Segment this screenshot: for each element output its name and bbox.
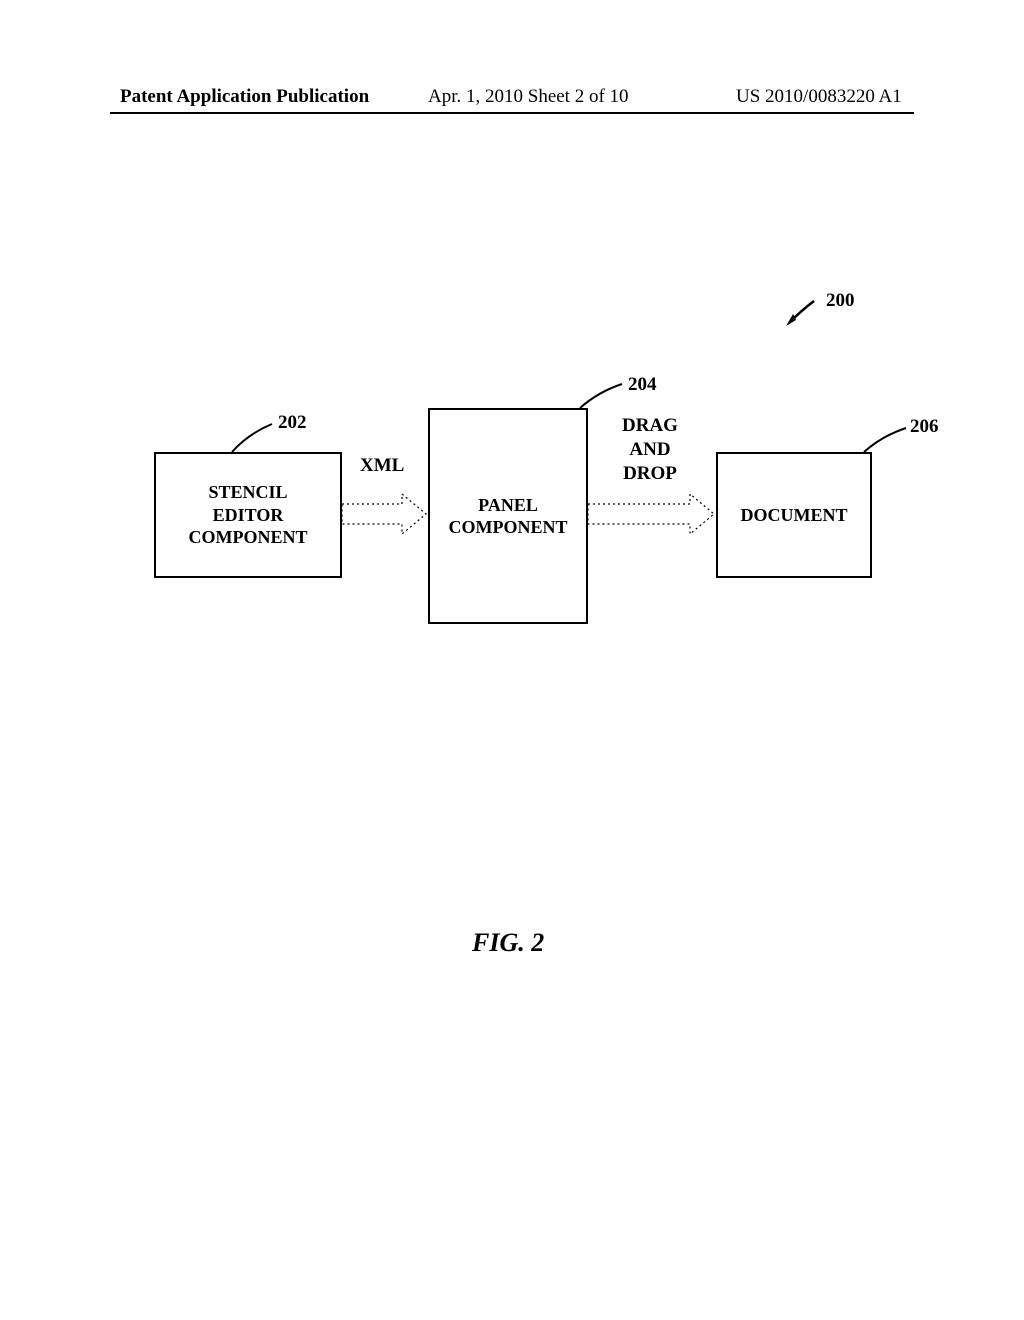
panel-component-label: PANEL COMPONENT: [449, 494, 568, 539]
xml-arrow-label: XML: [360, 454, 404, 478]
xml-arrow-icon: [340, 492, 428, 536]
ref-204-leader-icon: [576, 380, 626, 410]
dragdrop-arrow-icon: [586, 492, 716, 536]
ref-206-leader-icon: [860, 424, 910, 454]
panel-component-box: PANEL COMPONENT: [428, 408, 588, 624]
figure-caption: FIG. 2: [472, 928, 544, 958]
stencil-editor-label: STENCIL EDITOR COMPONENT: [189, 481, 308, 549]
ref-204-label: 204: [628, 374, 657, 396]
ref-206-label: 206: [910, 416, 939, 438]
main-ref-label: 200: [826, 290, 855, 312]
document-box: DOCUMENT: [716, 452, 872, 578]
stencil-editor-box: STENCIL EDITOR COMPONENT: [154, 452, 342, 578]
main-ref-arrow-icon: [784, 298, 824, 328]
ref-202-label: 202: [278, 412, 307, 434]
ref-202-leader-icon: [228, 420, 278, 454]
document-label: DOCUMENT: [741, 504, 848, 527]
dragdrop-arrow-label: DRAG AND DROP: [622, 414, 678, 485]
figure-diagram: 200 STENCIL EDITOR COMPONENT 202 PANEL C…: [0, 0, 1024, 1320]
